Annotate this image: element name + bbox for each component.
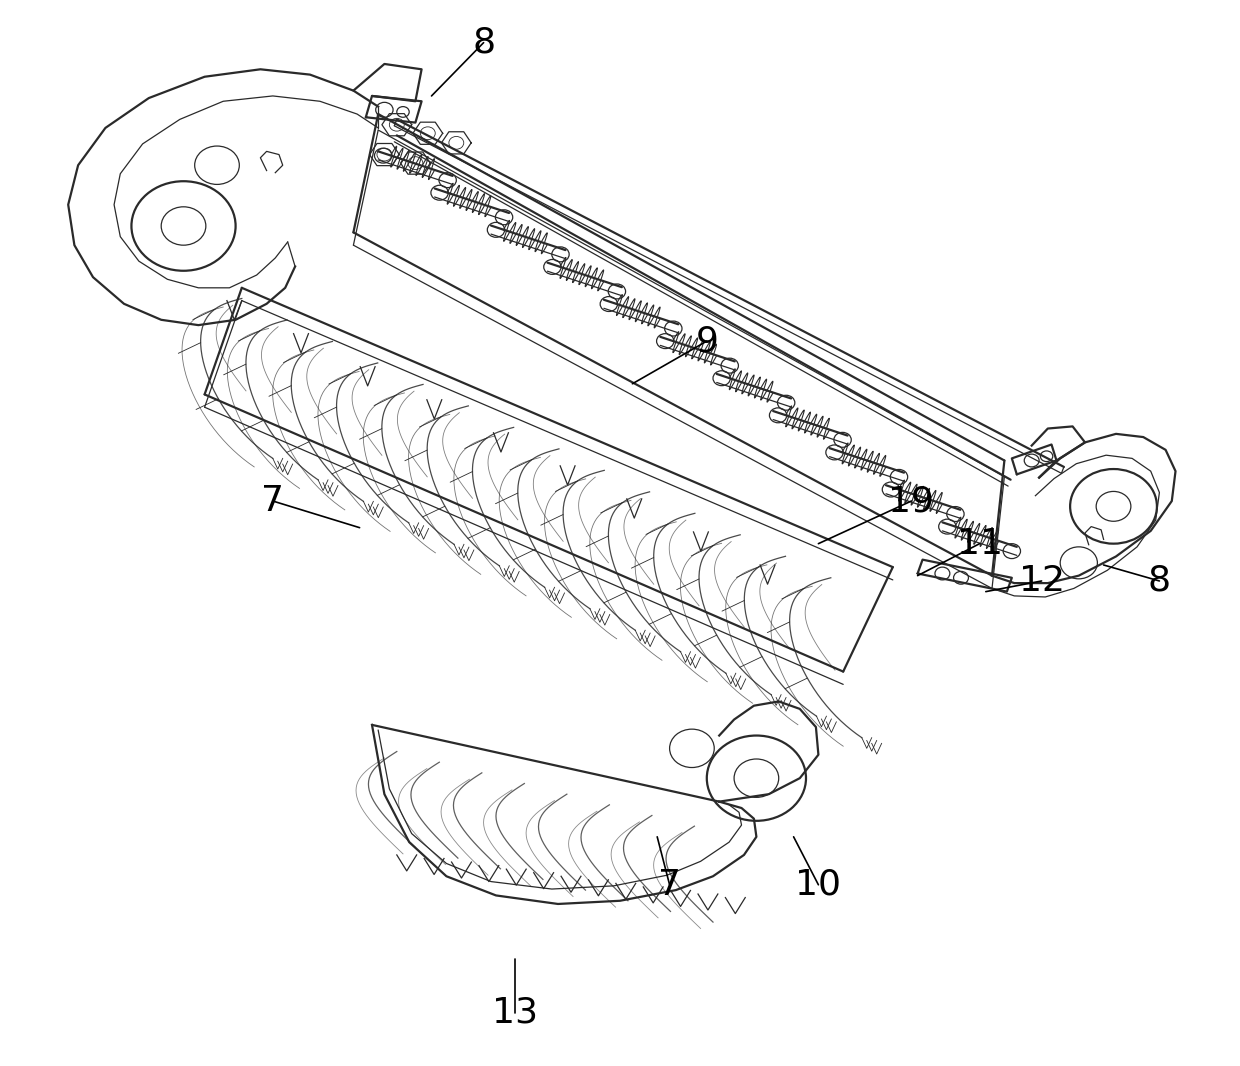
Text: 8: 8 (1148, 564, 1171, 598)
Text: 9: 9 (696, 324, 718, 358)
Text: 11: 11 (956, 527, 1003, 561)
Text: 13: 13 (491, 996, 538, 1030)
Text: 10: 10 (795, 868, 842, 902)
Text: 8: 8 (472, 26, 495, 60)
Text: 7: 7 (658, 868, 681, 902)
Text: 12: 12 (1018, 564, 1065, 598)
Text: 19: 19 (889, 484, 934, 518)
Text: 7: 7 (262, 484, 284, 518)
